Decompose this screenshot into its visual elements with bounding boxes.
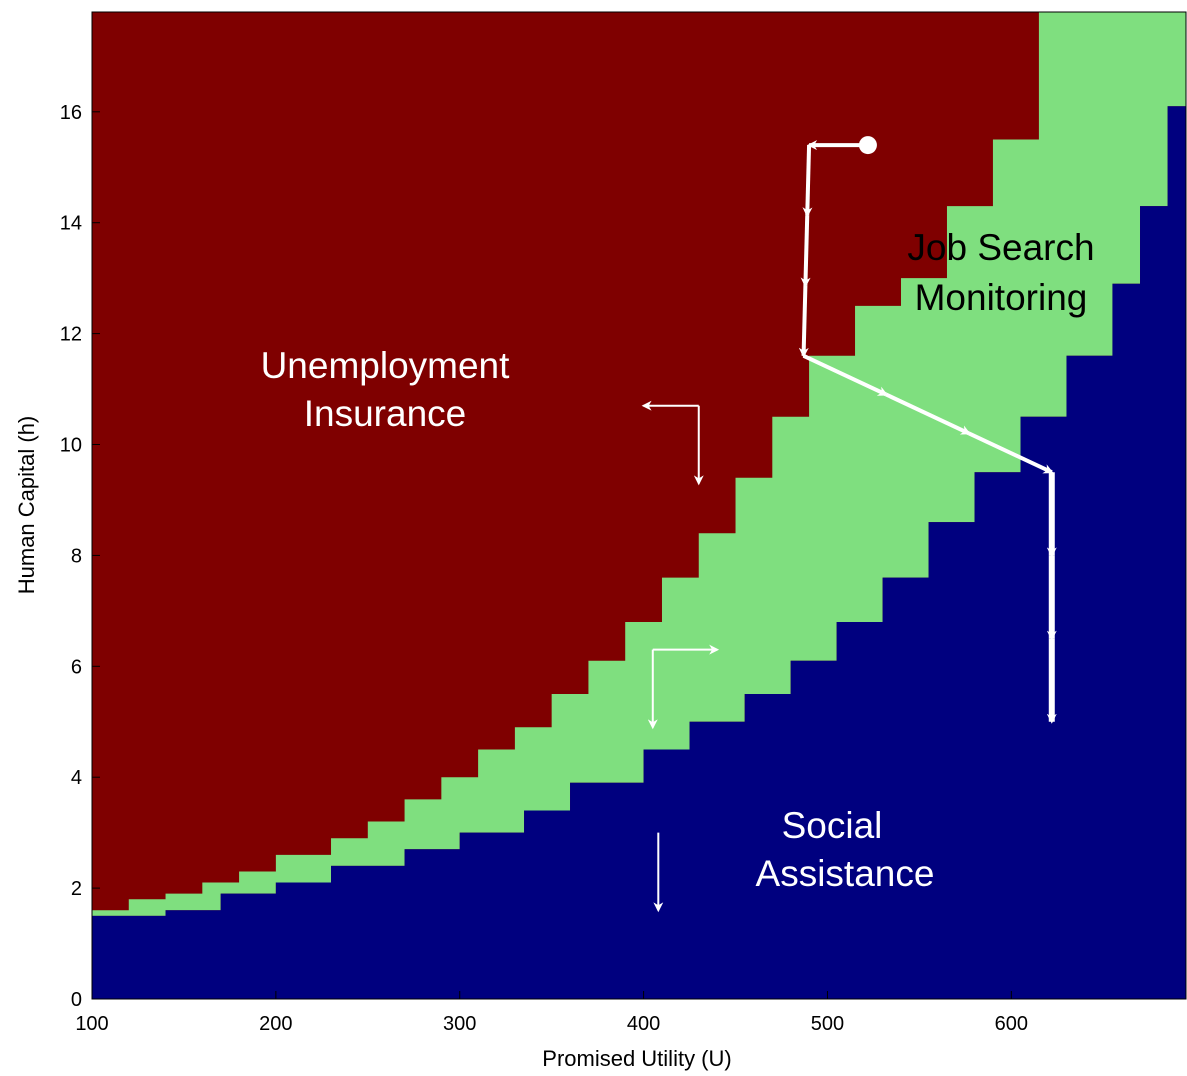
social-assistance-label: Social Assistance [756, 805, 935, 894]
y-tick-label: 2 [71, 878, 82, 900]
x-tick-label: 400 [627, 1013, 660, 1035]
unemployment-insurance-label: Unemployment Insurance [261, 345, 511, 434]
plot-frame [91, 11, 1187, 1000]
job-search-monitoring-label: Job Search Monitoring [907, 227, 1094, 318]
ui-label-line-1: Unemployment [261, 345, 511, 386]
x-tick-label: 300 [443, 1013, 476, 1035]
y-tick-label: 14 [60, 213, 82, 235]
trajectory-arrow [802, 145, 813, 218]
sa-label-line-1: Social [782, 805, 883, 846]
trajectory-arrow [800, 215, 811, 288]
x-tick-label: 200 [259, 1013, 292, 1035]
axis-ticks: 100 200 300 400 500 600 0 2 4 6 8 10 12 14 16 [60, 102, 1028, 1035]
y-axis-label: Human Capital (h) [14, 416, 39, 595]
trajectory-arrow [802, 353, 889, 397]
y-tick-label: 16 [60, 102, 82, 124]
x-tick-label: 100 [75, 1013, 108, 1035]
trajectory-arrow [968, 431, 1054, 475]
jsm-label-line-2: Monitoring [915, 277, 1088, 318]
y-tick-label: 6 [71, 656, 82, 678]
y-tick-label: 10 [60, 435, 82, 457]
social-assistance-region [92, 12, 1186, 999]
y-tick-label: 4 [71, 767, 82, 789]
trajectory-start-point [858, 136, 877, 155]
x-tick-label: 600 [995, 1013, 1028, 1035]
ui-label-line-2: Insurance [304, 393, 467, 434]
x-axis-label: Promised Utility (U) [542, 1046, 731, 1071]
trajectory-arrow [798, 285, 809, 358]
y-tick-label: 8 [71, 545, 82, 567]
plot-area [92, 12, 1186, 999]
y-tick-label: 12 [60, 324, 82, 346]
annotations [641, 136, 1057, 913]
jsm-label-line-1: Job Search [907, 227, 1094, 268]
trajectory-arrow [885, 392, 971, 436]
job-search-monitoring-region [92, 12, 1186, 916]
y-tick-label: 0 [71, 989, 82, 1011]
sa-label-line-2: Assistance [756, 853, 935, 894]
x-tick-label: 500 [811, 1013, 844, 1035]
